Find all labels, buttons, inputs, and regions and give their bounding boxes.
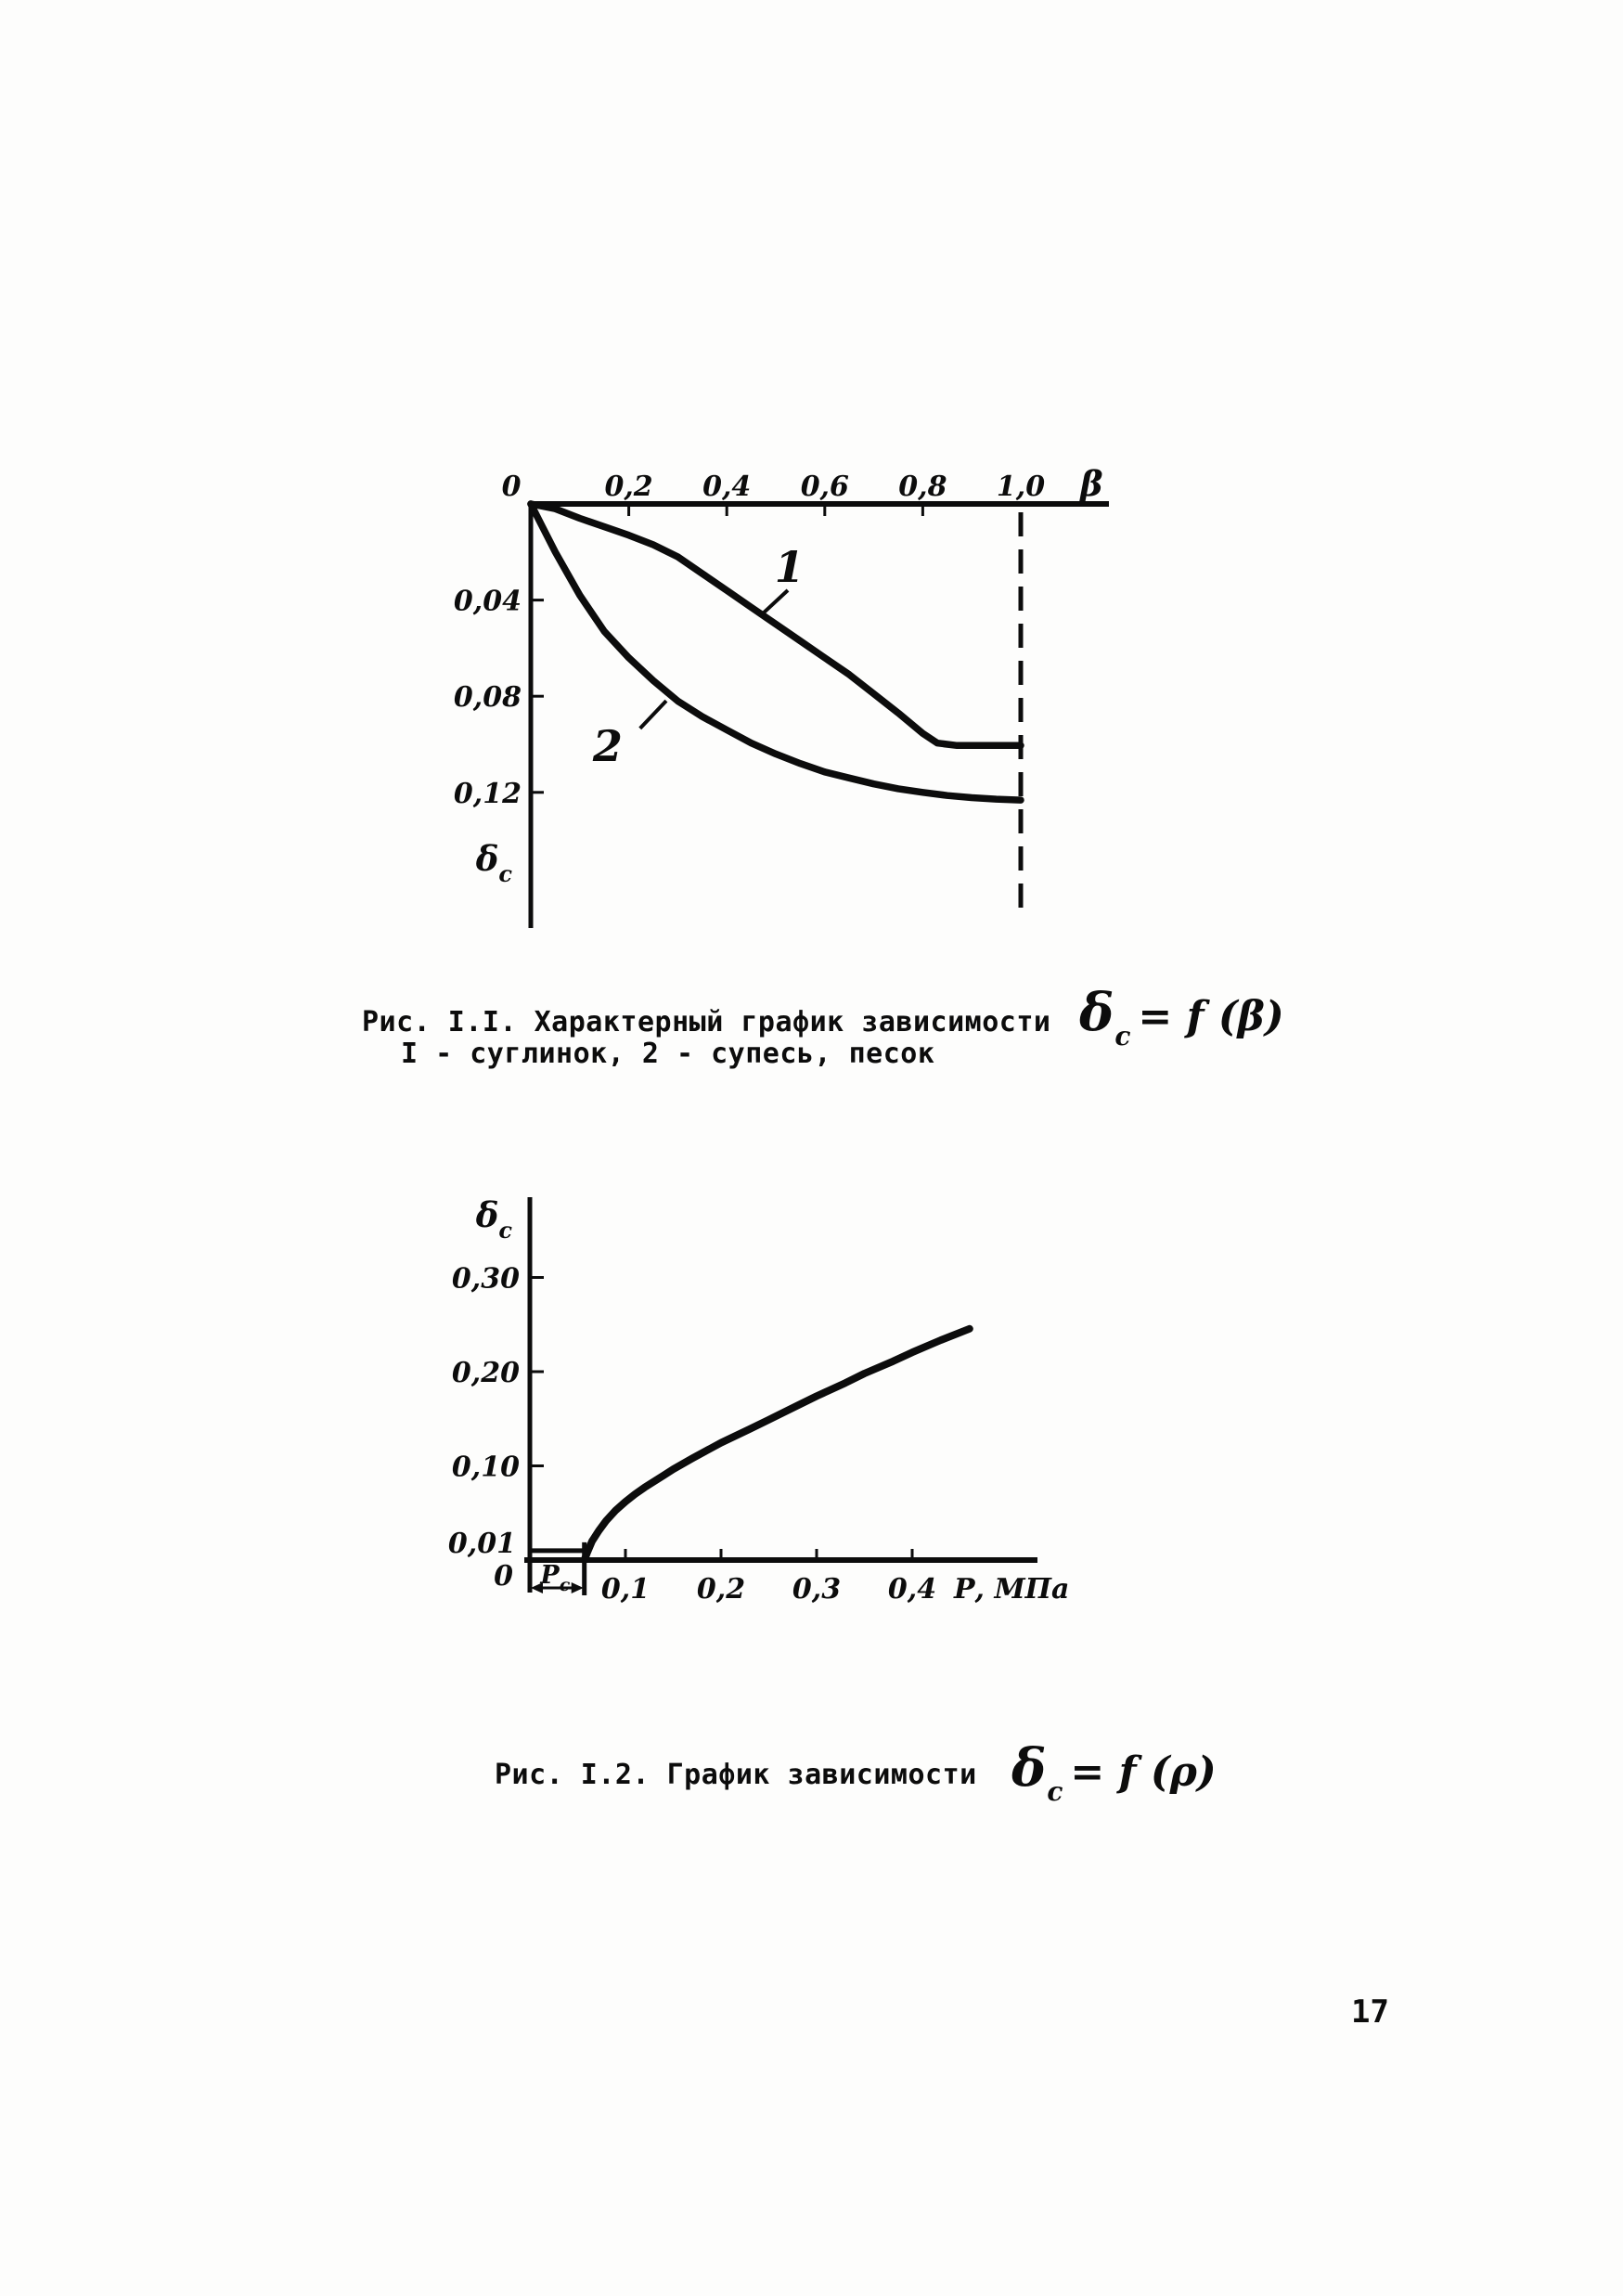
x-tick-label: 0,8 [898,471,947,503]
curve-2 [527,500,1024,804]
x-tick-label: 0,4 [702,471,751,503]
x-tick-label: 0,1 [601,1573,650,1606]
figure2-chart: 0,1 0,2 0,3 0,4 Р, МПа 0,10 0,20 0,30 0 δc 0,01 Рс [448,1194,1070,1606]
y-tick-label: 0,12 [454,778,522,810]
delta-symbol: δ [1079,982,1114,1043]
figure1-caption: Рис. I.I. Характерный график зависимости… [362,1007,1050,1070]
curve-1 [527,500,1024,750]
figure1-caption-line1: Рис. I.I. Характерный график зависимости [362,1006,1051,1038]
x-axis-symbol: Р, МПа [953,1573,1069,1606]
x-tick-label: 0 [502,471,522,503]
y-tick-label: 0,10 [452,1451,520,1484]
figure2-caption-line1: Рис. I.2. График зависимости [495,1759,977,1791]
delta-subscript: c [1047,1776,1063,1807]
pc-label: Рс [539,1561,570,1595]
page-number: 17 [1351,1993,1389,2031]
series-label-1: 1 [775,542,805,592]
formula-rest: = f (ρ) [1070,1748,1217,1796]
x-tick-label: 0,3 [792,1573,841,1606]
figure1-chart: 0 0,2 0,4 0,6 0,8 1,0 β 0,04 0,08 0,12 δc 1 2 [454,463,1109,928]
y-tick-label: 0,20 [452,1357,520,1389]
formula-rest: = f (β) [1138,993,1284,1040]
curve [580,1324,973,1564]
figure2-formula: δc = f (ρ) [1011,1737,1217,1807]
figure1-caption-line2: I - суглинок, 2 - супесь, песок [401,1038,935,1070]
pc-bracket-arrow-left [531,1582,543,1593]
figure1-formula: δc = f (β) [1079,982,1284,1051]
y-axis-symbol: δc [475,838,513,887]
x-tick-label: 1,0 [997,471,1045,503]
delta-symbol: δ [1011,1737,1047,1799]
y-tick-label: 0,30 [452,1263,520,1296]
x-tick-label: 0,2 [697,1573,745,1606]
threshold-label: 0,01 [448,1528,516,1560]
pc-bracket-arrow-right [571,1582,584,1593]
y-tick-label: 0,04 [454,586,522,618]
series-label-2: 2 [592,721,623,771]
leader-line-1 [759,588,790,617]
x-tick-label: 0,2 [604,471,652,503]
y-axis-symbol: δc [475,1194,513,1244]
leader-line-2 [638,699,668,730]
origin-label: 0 [494,1560,513,1593]
x-tick-label: 0,4 [888,1573,936,1606]
x-tick-label: 0,6 [801,471,849,503]
x-axis-symbol: β [1078,463,1103,504]
delta-subscript: c [1114,1021,1131,1051]
y-tick-label: 0,08 [454,681,522,714]
figure2-caption: Рис. I.2. График зависимости [495,1760,977,1791]
